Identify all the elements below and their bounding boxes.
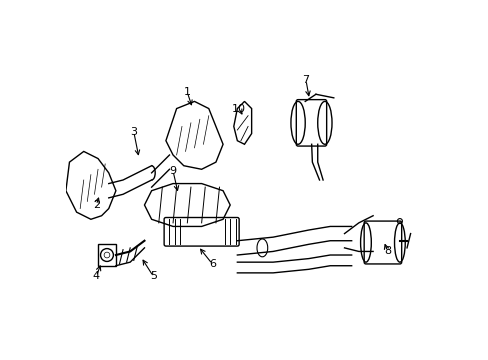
Text: 3: 3 xyxy=(130,127,137,137)
Text: 7: 7 xyxy=(302,75,309,85)
Text: 2: 2 xyxy=(93,200,100,210)
Text: 10: 10 xyxy=(232,104,245,113)
Text: 5: 5 xyxy=(150,271,157,282)
Text: 8: 8 xyxy=(383,247,390,256)
Text: 9: 9 xyxy=(169,166,176,176)
Text: 6: 6 xyxy=(208,259,215,269)
Text: 1: 1 xyxy=(183,87,190,98)
Text: 4: 4 xyxy=(93,271,100,282)
